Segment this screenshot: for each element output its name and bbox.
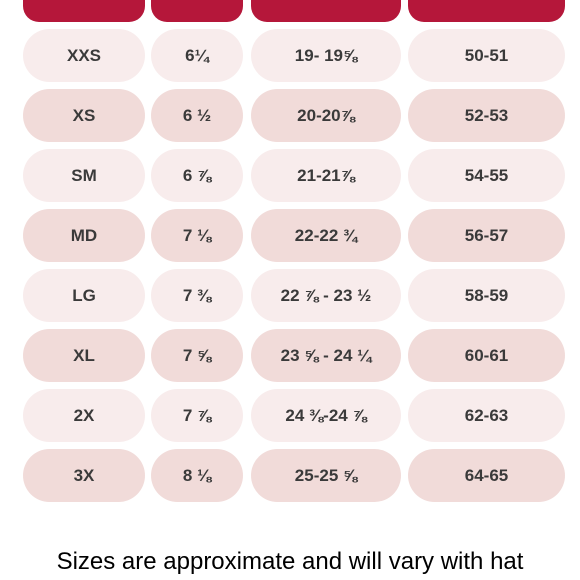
- inches-cell: 22 ⅞ - 23 ½: [251, 269, 401, 322]
- hat-size-cell: 6 ⅞: [151, 149, 243, 202]
- size-cell: SM: [23, 149, 145, 202]
- cm-cell: 62-63: [408, 389, 565, 442]
- cm-cell: 52-53: [408, 89, 565, 142]
- size-cell: 3X: [23, 449, 145, 502]
- hat-size-cell: 6 ½: [151, 89, 243, 142]
- hat-size-cell: 8 ⅛: [151, 449, 243, 502]
- inches-cell: 20-20⅞: [251, 89, 401, 142]
- hat-size-cell: 7 ⅝: [151, 329, 243, 382]
- hat-size-cell: 7 ⅛: [151, 209, 243, 262]
- header-cell-cm: [408, 0, 565, 22]
- cm-cell: 64-65: [408, 449, 565, 502]
- cm-cell: 58-59: [408, 269, 565, 322]
- size-cell: MD: [23, 209, 145, 262]
- cm-cell: 54-55: [408, 149, 565, 202]
- size-cell: 2X: [23, 389, 145, 442]
- header-cell-hat-size: [151, 0, 243, 22]
- cm-cell: 56-57: [408, 209, 565, 262]
- cm-cell: 60-61: [408, 329, 565, 382]
- header-cell-size: [23, 0, 145, 22]
- inches-cell: 24 ⅜-24 ⅞: [251, 389, 401, 442]
- inches-cell: 22-22 ¾: [251, 209, 401, 262]
- size-cell: XL: [23, 329, 145, 382]
- cm-cell: 50-51: [408, 29, 565, 82]
- size-cell: XXS: [23, 29, 145, 82]
- disclaimer-text: Sizes are approximate and will vary with…: [56, 548, 524, 575]
- hat-size-cell: 6¼: [151, 29, 243, 82]
- inches-cell: 23 ⅝ - 24 ¼: [251, 329, 401, 382]
- size-cell: LG: [23, 269, 145, 322]
- hat-size-cell: 7 ⅞: [151, 389, 243, 442]
- inches-cell: 19- 19⅝: [251, 29, 401, 82]
- header-cell-inches: [251, 0, 401, 22]
- inches-cell: 21-21⅞: [251, 149, 401, 202]
- inches-cell: 25-25 ⅝: [251, 449, 401, 502]
- hat-size-cell: 7 ⅜: [151, 269, 243, 322]
- size-cell: XS: [23, 89, 145, 142]
